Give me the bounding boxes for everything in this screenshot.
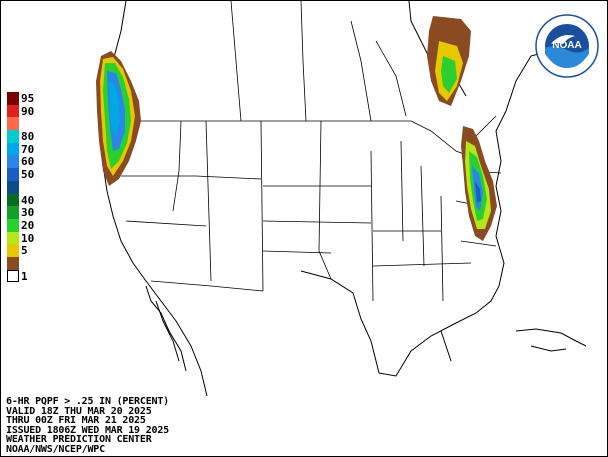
legend-label: 30 [21, 206, 35, 220]
legend-item: 70 [7, 142, 39, 156]
legend-item [7, 180, 39, 194]
coastline [103, 1, 587, 397]
map-caption: 6-HR PQPF > .25 IN (PERCENT) VALID 18Z T… [6, 397, 306, 454]
legend-swatch [7, 142, 19, 156]
legend-item: 40 [7, 193, 39, 207]
legend-label: 80 [21, 130, 35, 144]
legend-label: 10 [21, 231, 35, 245]
legend-item: 90 [7, 104, 39, 118]
state-borders [105, 1, 502, 302]
caption-thru: THRU 00Z FRI MAR 21 2025 [6, 415, 146, 426]
pacific-nw-precip [96, 51, 141, 186]
legend-item: 20 [7, 218, 39, 232]
legend-swatch [7, 206, 19, 219]
legend-item: 80 [7, 130, 39, 143]
legend-swatch [7, 92, 19, 105]
east-coast-precip [461, 126, 497, 241]
probability-legend: 95 90 80 70 60 50 40 30 20 10 5 1 [7, 92, 39, 282]
legend-item: 1 [7, 269, 39, 283]
caption-issued: ISSUED 1806Z WED MAR 19 2025 [6, 424, 169, 436]
legend-label: 1 [21, 269, 28, 283]
legend-item: 10 [7, 231, 39, 245]
legend-item: 50 [7, 168, 39, 181]
legend-swatch [7, 193, 19, 207]
legend-label: 60 [21, 155, 35, 169]
legend-item: 5 [7, 244, 39, 257]
legend-item [7, 117, 39, 131]
caption-valid: VALID 18Z THU MAR 20 2025 [6, 405, 152, 417]
legend-label: 20 [21, 218, 35, 232]
legend-swatch [7, 218, 19, 232]
legend-label: 70 [21, 142, 35, 156]
legend-swatch [7, 256, 19, 270]
legend-swatch [7, 244, 19, 257]
legend-swatch [7, 104, 19, 118]
legend-item: 95 [7, 92, 39, 105]
legend-swatch [7, 231, 19, 245]
quebec-precip [427, 16, 471, 106]
caption-title: 6-HR PQPF > .25 IN (PERCENT) [6, 396, 169, 407]
caption-center: WEATHER PREDICTION CENTER [6, 434, 152, 445]
legend-item: 60 [7, 155, 39, 168]
legend-label: 90 [21, 104, 35, 118]
legend-item [7, 256, 39, 270]
legend-label: 40 [21, 193, 35, 207]
caption-agency: NOAA/NWS/NCEP/WPC [6, 443, 105, 455]
legend-swatch [7, 269, 19, 283]
legend-swatch [7, 180, 19, 194]
legend-swatch [7, 155, 19, 169]
legend-swatch [7, 130, 19, 143]
legend-swatch [7, 168, 19, 181]
legend-label: 50 [21, 168, 35, 182]
legend-item: 30 [7, 206, 39, 219]
noaa-logo-icon: NOAA [535, 14, 599, 78]
legend-swatch [7, 117, 19, 131]
legend-label: 95 [21, 92, 35, 105]
logo-text: NOAA [552, 40, 581, 51]
legend-label: 5 [21, 244, 28, 258]
